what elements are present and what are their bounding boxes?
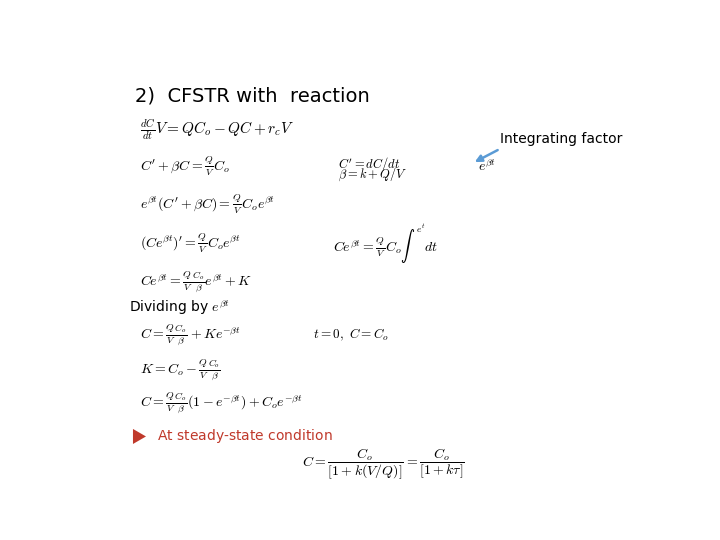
Text: $K = C_o - \frac{Q}{V} \frac{C_o}{\beta}$: $K = C_o - \frac{Q}{V} \frac{C_o}{\beta}… — [140, 357, 221, 382]
Text: $C = \dfrac{C_o}{[1 + k(V/Q)]} = \dfrac{C_o}{[1 + k\tau]}$: $C = \dfrac{C_o}{[1 + k(V/Q)]} = \dfrac{… — [302, 447, 465, 482]
Text: $Ce^{\beta t} = \frac{Q}{V} C_o \int^{e^t} dt$: $Ce^{\beta t} = \frac{Q}{V} C_o \int^{e^… — [333, 221, 438, 266]
Text: $\beta = k + Q/V$: $\beta = k + Q/V$ — [338, 165, 408, 183]
Text: $t = 0,\ C = C_o$: $t = 0,\ C = C_o$ — [313, 327, 390, 343]
Text: 2)  CFSTR with  reaction: 2) CFSTR with reaction — [135, 86, 369, 105]
Text: $C' + \beta C = \frac{Q}{V} C_o$: $C' + \beta C = \frac{Q}{V} C_o$ — [140, 155, 230, 178]
Text: $(Ce^{\beta t})' = \frac{Q}{V} C_o e^{\beta t}$: $(Ce^{\beta t})' = \frac{Q}{V} C_o e^{\b… — [140, 232, 241, 255]
Text: $C = \frac{Q}{V} \frac{C_o}{\beta} (1 - e^{-\beta t}) + C_o e^{-\beta t}$: $C = \frac{Q}{V} \frac{C_o}{\beta} (1 - … — [140, 390, 302, 415]
Text: $e^{\beta t}$: $e^{\beta t}$ — [478, 159, 496, 174]
Text: $\frac{dC}{dt}V = QC_o - QC + r_c V$: $\frac{dC}{dt}V = QC_o - QC + r_c V$ — [140, 117, 294, 141]
Text: Integrating factor: Integrating factor — [500, 132, 623, 146]
Text: $\blacktriangleright$  At steady-state condition: $\blacktriangleright$ At steady-state co… — [129, 426, 333, 446]
Text: Dividing by $e^{\beta t}$: Dividing by $e^{\beta t}$ — [129, 299, 230, 318]
Text: $C' = dC/dt$: $C' = dC/dt$ — [338, 155, 400, 173]
Text: $e^{\beta t}(C' + \beta C) = \frac{Q}{V} C_o e^{\beta t}$: $e^{\beta t}(C' + \beta C) = \frac{Q}{V}… — [140, 193, 275, 215]
Text: $Ce^{\beta t} = \frac{Q}{V} \frac{C_o}{\beta} e^{\beta t} + K$: $Ce^{\beta t} = \frac{Q}{V} \frac{C_o}{\… — [140, 269, 252, 294]
Text: $C = \frac{Q}{V} \frac{C_o}{\beta} + Ke^{-\beta t}$: $C = \frac{Q}{V} \frac{C_o}{\beta} + Ke^… — [140, 323, 240, 347]
